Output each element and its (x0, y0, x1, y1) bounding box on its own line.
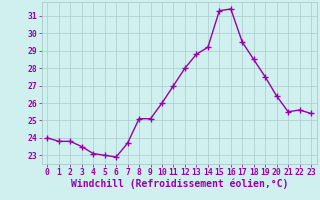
X-axis label: Windchill (Refroidissement éolien,°C): Windchill (Refroidissement éolien,°C) (70, 179, 288, 189)
